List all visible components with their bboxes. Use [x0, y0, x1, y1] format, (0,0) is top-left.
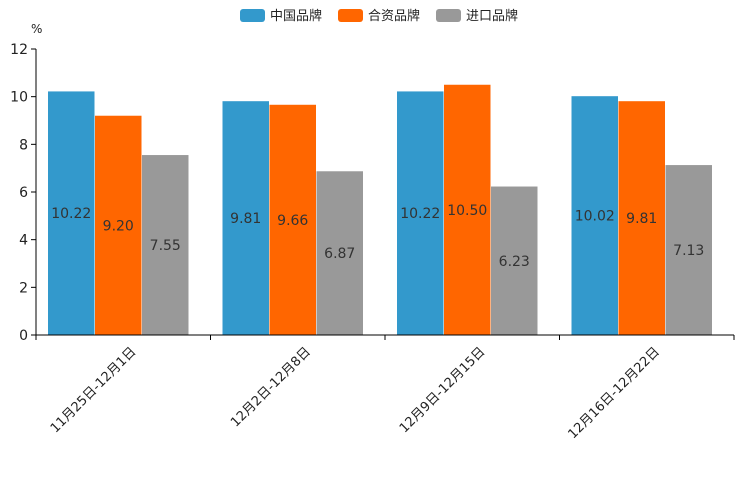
bar-value-label: 9.81 — [626, 211, 657, 227]
y-axis: 0 2 4 6 8 10 12 — [10, 42, 37, 344]
bar-value-label: 6.23 — [499, 254, 530, 270]
y-tick-label: 12 — [10, 42, 28, 58]
bar — [316, 171, 363, 335]
bar-value-label: 7.13 — [673, 243, 704, 259]
y-tick-label: 2 — [19, 280, 28, 296]
legend-label: 中国品牌 — [270, 8, 322, 24]
bar — [665, 165, 712, 335]
legend: 中国品牌 合资品牌 进口品牌 — [240, 8, 518, 24]
legend-swatch — [436, 9, 461, 22]
x-category-label: 11月25日-12月1日 — [48, 345, 140, 437]
x-category-label: 12月2日-12月8日 — [228, 345, 314, 431]
bar — [48, 91, 95, 335]
bar-value-label: 9.66 — [277, 213, 308, 229]
bar-value-label: 10.50 — [447, 203, 487, 219]
bar-value-label: 9.81 — [230, 211, 261, 227]
bar — [269, 104, 316, 336]
bar-value-label: 7.55 — [150, 238, 181, 254]
y-tick-label: 0 — [19, 328, 28, 344]
bar — [444, 84, 491, 335]
bar — [222, 101, 269, 335]
bar — [397, 91, 444, 335]
legend-label: 进口品牌 — [466, 8, 518, 24]
legend-label: 合资品牌 — [368, 8, 420, 24]
bar — [95, 115, 142, 335]
bar — [618, 101, 665, 335]
y-tick-label: 6 — [19, 185, 28, 201]
y-tick-label: 8 — [19, 137, 28, 153]
bar-value-label: 9.20 — [103, 218, 134, 234]
bar-value-label: 10.02 — [575, 209, 615, 225]
bar-value-label: 6.87 — [324, 246, 355, 262]
y-tick-label: 4 — [19, 233, 28, 249]
bar — [142, 155, 189, 335]
x-axis: 11月25日-12月1日 12月2日-12月8日 12月9日-12月15日 12月16… — [35, 334, 735, 442]
bar — [491, 186, 538, 335]
bar — [571, 96, 618, 335]
legend-swatch — [240, 9, 265, 22]
y-axis-unit-label: % — [31, 22, 42, 36]
x-category-label: 12月9日-12月15日 — [397, 345, 489, 437]
x-category-label: 12月16日-12月22日 — [565, 345, 662, 442]
bar-value-label: 10.22 — [51, 206, 91, 222]
legend-swatch — [338, 9, 363, 22]
bar-value-label: 10.22 — [400, 206, 440, 222]
bars-layer: 10.22 9.20 7.55 9.81 9.66 6.87 10.22 10.50 6.23 1… — [48, 84, 712, 336]
y-tick-label: 10 — [10, 90, 28, 106]
